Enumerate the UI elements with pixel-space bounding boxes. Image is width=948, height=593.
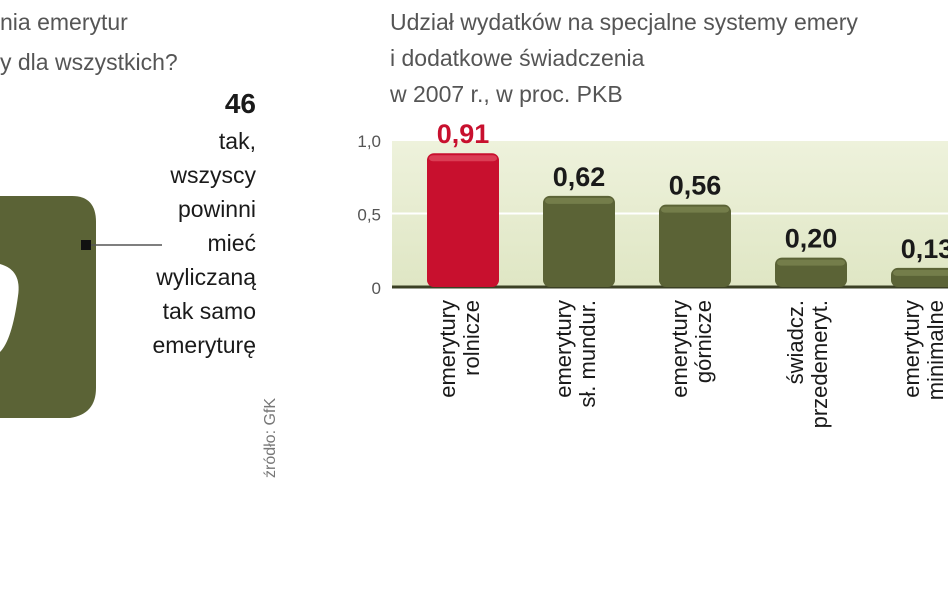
category-label: minimalne bbox=[923, 300, 948, 400]
answer-text: tak, wszyscy powinni mieć wyliczaną tak … bbox=[110, 124, 256, 362]
category-label: emerytury bbox=[899, 300, 924, 398]
data-label: 0,13 bbox=[901, 234, 948, 264]
bar-highlight bbox=[661, 206, 729, 213]
left-donut-segment bbox=[0, 196, 162, 418]
category-label: górnicze bbox=[691, 300, 716, 383]
data-label: 0,91 bbox=[437, 119, 490, 149]
left-question-line-1: nia emerytur bbox=[0, 9, 128, 35]
chart-title-line-1: Udział wydatków na specjalne systemy eme… bbox=[390, 9, 858, 35]
category-label: emerytury bbox=[435, 300, 460, 398]
bar-highlight bbox=[429, 155, 497, 162]
answer-percentage: 46 bbox=[224, 88, 256, 119]
answer-line: powinni bbox=[178, 196, 256, 222]
leader-dot bbox=[81, 240, 91, 250]
answer-line: wyliczaną bbox=[156, 264, 256, 290]
y-tick-label: 0,5 bbox=[357, 206, 381, 225]
bar bbox=[543, 195, 615, 287]
category-label: emerytury bbox=[667, 300, 692, 398]
bar-highlight bbox=[893, 269, 948, 276]
category-label: przedemeryt. bbox=[807, 300, 832, 428]
donut-inner-cut bbox=[0, 264, 19, 352]
y-tick-label: 1,0 bbox=[357, 132, 381, 151]
bar-highlight bbox=[777, 259, 845, 266]
data-label: 0,56 bbox=[669, 171, 722, 201]
bar-highlight bbox=[545, 197, 613, 204]
donut-segment-46 bbox=[0, 196, 96, 418]
bar bbox=[427, 153, 499, 287]
bar bbox=[659, 204, 731, 287]
chart-title-line-2: i dodatkowe świadczenia bbox=[390, 45, 645, 71]
left-question: nia emerytur y dla wszystkich? bbox=[0, 2, 300, 82]
answer-line: wszyscy bbox=[170, 162, 256, 188]
data-label: 0,20 bbox=[785, 224, 838, 254]
category-label: świadcz. bbox=[783, 300, 808, 384]
category-label: emerytury bbox=[551, 300, 576, 398]
answer-line: mieć bbox=[207, 230, 256, 256]
category-label: sł. mundur. bbox=[575, 300, 600, 408]
left-question-line-2: y dla wszystkich? bbox=[0, 49, 178, 75]
chart-title-line-3: w 2007 r., w proc. PKB bbox=[390, 81, 623, 107]
chart-title: Udział wydatków na specjalne systemy eme… bbox=[390, 4, 948, 112]
answer-line: tak samo bbox=[162, 298, 256, 324]
answer-line: tak, bbox=[218, 128, 256, 154]
data-label: 0,62 bbox=[553, 162, 606, 192]
category-label: rolnicze bbox=[459, 300, 484, 376]
answer-line: emeryturę bbox=[152, 332, 256, 358]
y-tick-label: 0 bbox=[372, 279, 381, 298]
